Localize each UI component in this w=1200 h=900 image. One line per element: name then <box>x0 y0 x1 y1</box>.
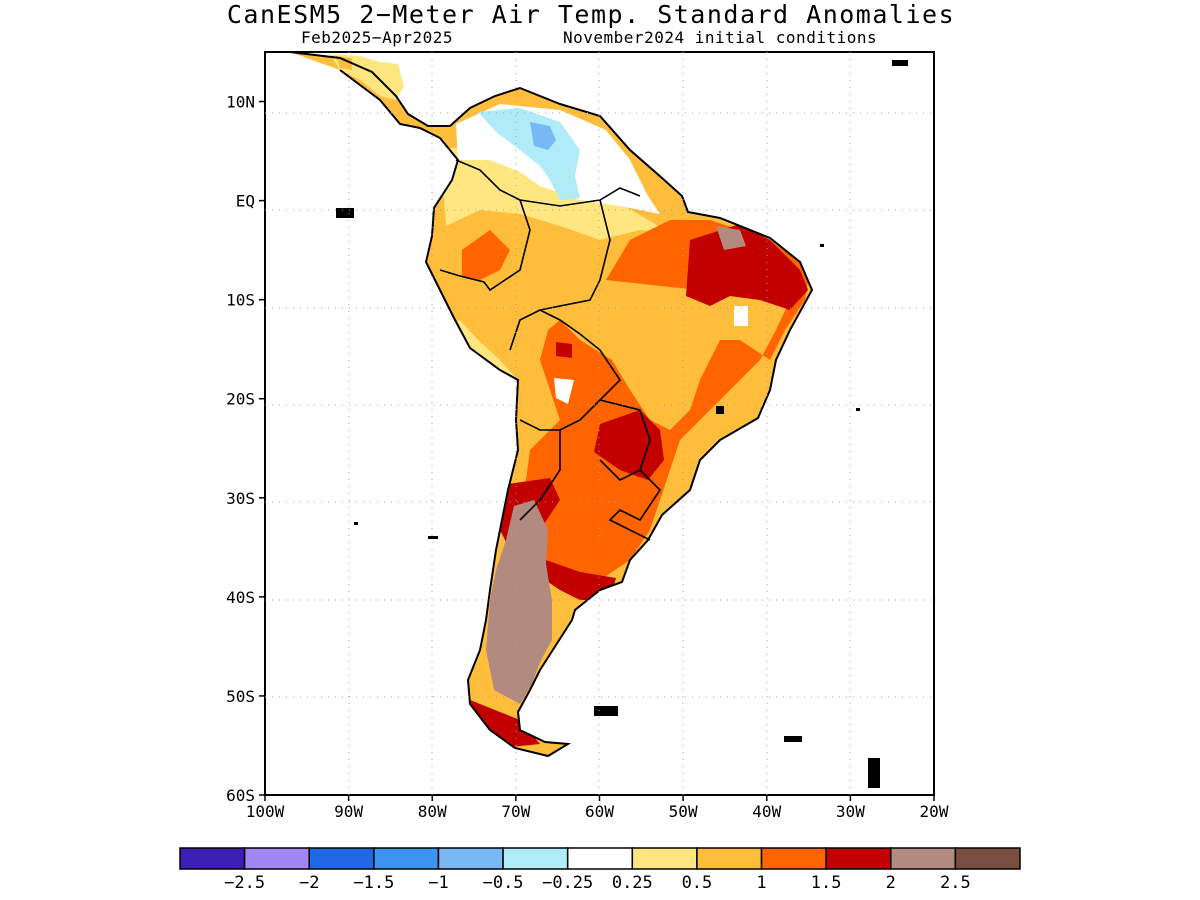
lat-tick-label: 50S <box>226 687 255 706</box>
lon-tick-label: 100W <box>246 802 285 821</box>
lat-tick-label: 10N <box>226 93 255 112</box>
lat-tick-label: 30S <box>226 489 255 508</box>
anomaly-spot-2.5-northeast <box>716 226 746 250</box>
lon-tick-label: 70W <box>501 802 530 821</box>
map-title: CanESM5 2−Meter Air Temp. Standard Anoma… <box>226 0 956 29</box>
colorbar-swatch <box>696 847 763 870</box>
anomaly-spot-white-brazil <box>734 306 748 326</box>
colorbar-label: −1 <box>428 873 448 893</box>
lat-tick-label: 40S <box>226 588 255 607</box>
anomaly-region-cool-0.25 <box>478 108 580 200</box>
colorbar-label: 2 <box>886 873 896 893</box>
lon-tick-label: 30W <box>836 802 865 821</box>
colorbar-labels: −2.5 −2 −1.5 −1 −0.5 −0.25 0.25 0.5 1 1.5 2 2.5 <box>224 873 971 893</box>
lon-axis: 100W 90W 80W 70W 60W 50W 40W 30W 20W <box>246 795 949 821</box>
lat-tick-label: EQ <box>236 192 255 211</box>
colorbar-swatch <box>890 847 957 870</box>
lon-tick-label: 90W <box>334 802 363 821</box>
lat-tick-label: 60S <box>226 786 255 805</box>
colorbar-swatch <box>373 847 440 870</box>
colorbar <box>179 847 1021 870</box>
colorbar-swatch <box>631 847 698 870</box>
lon-tick-label: 80W <box>418 802 447 821</box>
forecast-period: Feb2025−Apr2025 <box>301 28 453 47</box>
colorbar-label: 0.25 <box>612 873 653 893</box>
colorbar-swatch <box>566 847 634 870</box>
islands <box>336 60 908 788</box>
colorbar-swatch <box>179 847 246 870</box>
lon-tick-label: 50W <box>669 802 698 821</box>
anomaly-spot-central-america <box>336 56 352 70</box>
lat-axis: 10N EQ 10S 20S 30S 40S 50S 60S <box>226 93 265 805</box>
lat-tick-label: 10S <box>226 291 255 310</box>
colorbar-swatch <box>308 847 375 870</box>
colorbar-label: 1.5 <box>811 873 842 893</box>
colorbar-swatch <box>760 847 827 870</box>
coastline <box>289 52 814 758</box>
lon-tick-label: 20W <box>920 802 949 821</box>
anomaly-region-2-2.5-northeast <box>686 224 808 310</box>
anomaly-region-2.5-3-patagonia <box>486 500 552 704</box>
colorbar-swatch <box>437 847 504 870</box>
lon-tick-label: 40W <box>752 802 781 821</box>
colorbar-label: 2.5 <box>940 873 971 893</box>
colorbar-label: −0.25 <box>542 873 593 893</box>
colorbar-label: −0.5 <box>483 873 524 893</box>
anomaly-spot-white-bolivia <box>554 378 574 404</box>
colorbar-label: −2 <box>299 873 319 893</box>
anomaly-region-1.5-2 <box>516 220 810 580</box>
anomaly-spot-2-bolivia <box>556 342 572 358</box>
colorbar-label: −1.5 <box>353 873 394 893</box>
lat-tick-label: 20S <box>226 390 255 409</box>
colorbar-swatch <box>825 847 892 870</box>
gridlines <box>265 52 934 795</box>
colorbar-swatch <box>954 847 1021 870</box>
colorbar-swatch <box>502 847 569 870</box>
country-borders <box>439 159 662 541</box>
colorbar-label: −2.5 <box>224 873 265 893</box>
colorbar-label: 0.5 <box>682 873 713 893</box>
initial-conditions: November2024 initial conditions <box>563 28 878 47</box>
lon-tick-label: 60W <box>585 802 614 821</box>
colorbar-label: 1 <box>756 873 766 893</box>
anomaly-region-1.5-2-west <box>462 230 510 280</box>
anomaly-region-cool-0.5 <box>530 122 556 150</box>
colorbar-swatch <box>243 847 310 870</box>
